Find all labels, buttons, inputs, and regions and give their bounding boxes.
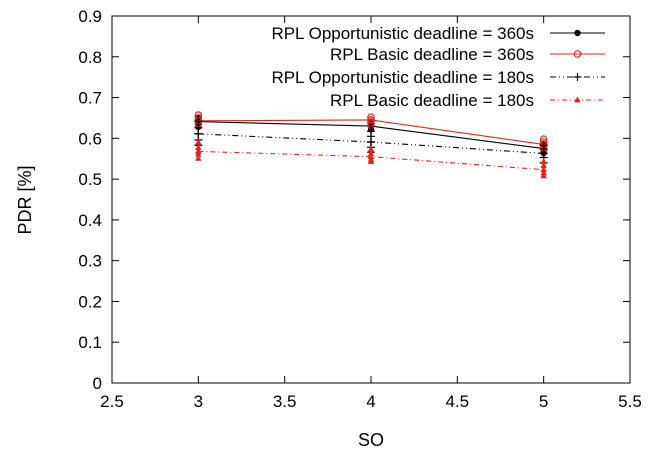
- y-tick-label: 0.2: [78, 292, 102, 311]
- legend-entry: RPL Opportunistic deadline = 180s: [271, 68, 605, 87]
- data-point: [573, 73, 582, 81]
- data-point: [367, 145, 375, 152]
- y-axis-label: PDR [%]: [15, 165, 35, 234]
- y-tick-label: 0.5: [78, 170, 102, 189]
- y-tick-label: 0: [93, 374, 102, 393]
- data-point: [573, 50, 582, 58]
- x-tick-label: 5.5: [618, 392, 642, 411]
- data-point: [367, 119, 375, 127]
- tick-labels: 2.5 3 3.5 4 4.5 5 5.5 0 0.1 0.2 0.3 0.4 0.5 0.6 0.7 0.8…: [78, 7, 641, 411]
- data-point: [195, 138, 202, 145]
- x-tick-label: 5: [539, 392, 548, 411]
- data-point: [195, 144, 202, 151]
- data-point: [367, 113, 375, 121]
- x-tick-label: 2.5: [100, 392, 124, 411]
- data-point: [367, 157, 375, 164]
- data-point: [367, 149, 375, 156]
- series-4: [195, 138, 547, 179]
- data-point: [540, 172, 547, 179]
- data-point: [195, 147, 202, 154]
- data-point: [540, 162, 547, 169]
- data-point: [367, 138, 375, 147]
- legend-entry: RPL Opportunistic deadline = 360s: [271, 24, 605, 43]
- y-tick-label: 0.7: [78, 89, 102, 108]
- legend-label: RPL Opportunistic deadline = 360s: [271, 24, 534, 43]
- data-point: [574, 96, 581, 103]
- data-point: [195, 154, 202, 161]
- x-tick-label: 3.5: [273, 392, 297, 411]
- data-point: [367, 153, 375, 160]
- data-point: [574, 29, 581, 37]
- x-tick-label: 4: [366, 392, 375, 411]
- legend-label: RPL Opportunistic deadline = 180s: [271, 68, 534, 87]
- series-3: [194, 117, 548, 167]
- series-layer: [194, 111, 548, 179]
- data-point: [194, 129, 203, 138]
- y-tick-label: 0.4: [78, 211, 102, 230]
- legend-entry: RPL Basic deadline = 180s: [330, 91, 605, 110]
- legend-label: RPL Basic deadline = 360s: [330, 45, 534, 64]
- y-tick-label: 0.1: [78, 333, 102, 352]
- x-tick-label: 3: [194, 392, 203, 411]
- y-tick-label: 0.6: [78, 129, 102, 148]
- tick-marks: [111, 15, 631, 384]
- y-tick-label: 0.8: [78, 48, 102, 67]
- data-point: [540, 166, 547, 173]
- data-point: [367, 116, 375, 124]
- data-point: [539, 149, 548, 158]
- legend-label: RPL Basic deadline = 180s: [330, 91, 534, 110]
- x-axis-label: SO: [358, 430, 384, 450]
- y-tick-label: 0.3: [78, 252, 102, 271]
- legend: RPL Opportunistic deadline = 360s RPL Bas…: [271, 24, 605, 110]
- legend-entry: RPL Basic deadline = 360s: [330, 45, 605, 64]
- y-tick-label: 0.9: [78, 7, 102, 26]
- data-point: [540, 157, 547, 164]
- x-tick-label: 4.5: [446, 392, 470, 411]
